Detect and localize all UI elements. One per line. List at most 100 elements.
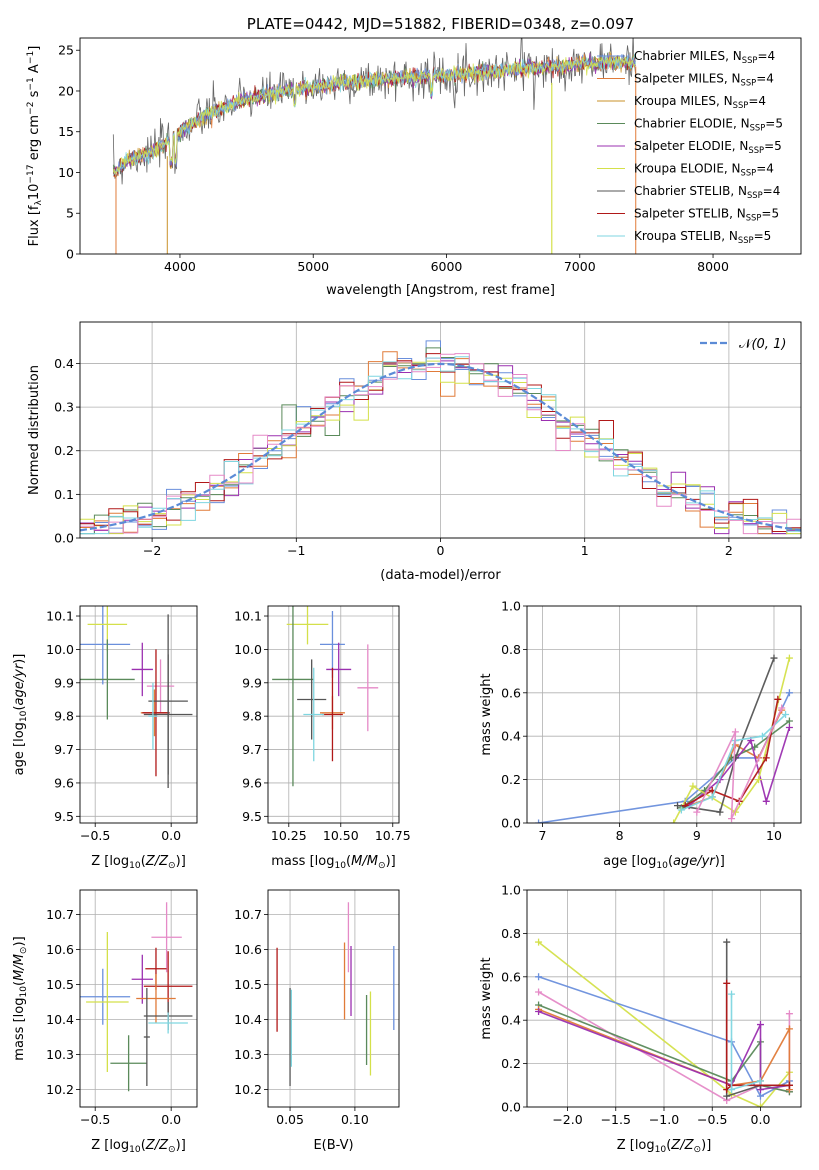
- x-tick-label: −1: [287, 543, 305, 558]
- y-tick-label: 10.5: [46, 977, 74, 992]
- mass-vs-ebv-panel: 0.05 0.10 10.2 10.3 10.4 10.5 10.6 10.7 E(B-V): [234, 889, 400, 1153]
- plus-marker: [674, 802, 682, 810]
- error-bar-point: [80, 968, 131, 1025]
- plus-marker: [535, 819, 543, 823]
- error-bar-point: [286, 606, 329, 645]
- axes-frame: [267, 605, 400, 824]
- y-tick-label: 0.6: [501, 685, 521, 700]
- spectrum-lines: [112, 38, 637, 254]
- y-tick-label: 9.7: [54, 742, 74, 757]
- plus-marker: [731, 754, 739, 762]
- age-vs-z-panel-y-label: age [log10(age/yr)]: [12, 654, 29, 776]
- y-tick-label: 0.2: [501, 772, 521, 787]
- y-tick-label: 0.0: [54, 531, 74, 546]
- plus-marker: [762, 754, 770, 762]
- mass-vs-z-panel-points: [80, 902, 193, 1092]
- spectrum-series-line: [112, 51, 636, 175]
- legend-label: Salpeter MILES, NSSP=4: [634, 72, 774, 88]
- error-bar-point: [143, 988, 150, 1086]
- y-tick-label: 10.1: [46, 609, 74, 624]
- plus-marker: [535, 988, 543, 996]
- spectrum-series-line: [112, 54, 636, 177]
- error-bar-point: [319, 611, 345, 678]
- error-bar-point: [357, 644, 379, 732]
- age-vs-z-panel: −0.5 0.0 9.5 9.6 9.7 9.8 9.9 10.0 10.1 Z [log10(Z…: [12, 605, 198, 871]
- plus-marker: [758, 732, 766, 740]
- plus-marker: [756, 1092, 764, 1100]
- y-tick-label: 1.0: [501, 883, 521, 898]
- plus-marker: [708, 793, 716, 801]
- age-vs-mass-panel-points: [272, 606, 379, 787]
- legend-label: Kroupa MILES, NSSP=4: [634, 94, 766, 110]
- plus-marker: [723, 979, 731, 987]
- error-bar-point: [146, 659, 175, 713]
- plus-marker: [723, 1092, 731, 1100]
- x-tick-label: 10.25: [271, 828, 307, 843]
- spectrum-title: PLATE=0442, MJD=51882, FIBERID=0348, z=0…: [247, 15, 634, 33]
- y-tick-label: 10.6: [234, 942, 262, 957]
- legend-label: Chabrier MILES, NSSP=4: [634, 49, 775, 65]
- y-tick-label: 25: [58, 43, 74, 58]
- y-tick-label: 0.0: [501, 1100, 521, 1115]
- age-vs-z-panel-points: [80, 606, 193, 788]
- spectrum-series-line: [112, 38, 636, 185]
- y-tick-label: 10.0: [46, 642, 74, 657]
- error-bar-point: [136, 974, 176, 1023]
- x-tick-label: 9: [693, 828, 701, 843]
- x-tick-label: −2.0: [552, 1112, 582, 1127]
- plus-marker: [770, 654, 778, 662]
- error-bar-point: [148, 1012, 188, 1034]
- normal-curve: [80, 362, 801, 532]
- x-tick-label: 0.0: [751, 1112, 771, 1127]
- plus-marker: [728, 990, 736, 998]
- plus-marker: [785, 1010, 793, 1018]
- plus-marker: [731, 728, 739, 736]
- y-tick-label: 0.0: [501, 816, 521, 831]
- error-bar-point: [110, 1035, 147, 1092]
- x-tick-label: 0.0: [161, 1112, 181, 1127]
- y-tick-label: 10: [58, 165, 74, 180]
- x-tick-label: 0.05: [276, 1112, 304, 1127]
- error-bar-point: [142, 649, 170, 777]
- x-tick-label: 10: [766, 828, 782, 843]
- y-tick-label: 0.4: [501, 1013, 521, 1028]
- residual-legend: 𝒩(0, 1): [700, 337, 786, 352]
- y-tick-label: 9.5: [54, 809, 74, 824]
- error-bar-point: [131, 954, 153, 1004]
- y-tick-label: 9.6: [242, 775, 262, 790]
- mass-weight-series: [696, 707, 783, 820]
- histogram-lines: [80, 340, 801, 535]
- error-bar-point: [143, 654, 193, 775]
- x-tick-label: −1.0: [649, 1112, 679, 1127]
- y-tick-label: 0: [66, 247, 74, 262]
- plus-marker: [535, 973, 543, 981]
- legend-label: Salpeter ELODIE, NSSP=5: [634, 139, 782, 155]
- x-tick-label: 1: [581, 543, 589, 558]
- plus-marker: [785, 689, 793, 697]
- mass-vs-z-panel: −0.5 0.0 10.2 10.3 10.4 10.5 10.6 10.7 Z [log10(…: [12, 889, 198, 1155]
- error-bar-point: [80, 639, 135, 720]
- error-bar-point: [322, 667, 343, 762]
- error-bar-point: [86, 932, 129, 1072]
- spectrum-x-label: wavelength [Angstrom, rest frame]: [326, 283, 555, 298]
- y-tick-label: 10.3: [234, 1047, 262, 1062]
- x-tick-label: −1.5: [601, 1112, 631, 1127]
- plus-marker: [670, 819, 678, 823]
- axes-frame: [526, 889, 802, 1108]
- x-tick-label: 6000: [431, 259, 463, 274]
- axes-frame: [267, 889, 400, 1108]
- plus-marker: [785, 724, 793, 732]
- plus-marker: [778, 704, 786, 712]
- y-tick-label: 10.7: [46, 907, 74, 922]
- axes-frame: [526, 605, 802, 824]
- plus-marker: [756, 1021, 764, 1029]
- mass-weight-series: [538, 941, 791, 1107]
- mass-weight-series: [538, 692, 791, 823]
- residual-y-label: Normed distribution: [27, 365, 42, 495]
- y-tick-label: 0.2: [501, 1056, 521, 1071]
- histogram-series: [80, 347, 801, 535]
- y-tick-label: 0.3: [54, 400, 74, 415]
- weight-vs-z-panel-lines: [535, 938, 793, 1107]
- legend-label: Kroupa ELODIE, NSSP=4: [634, 162, 774, 178]
